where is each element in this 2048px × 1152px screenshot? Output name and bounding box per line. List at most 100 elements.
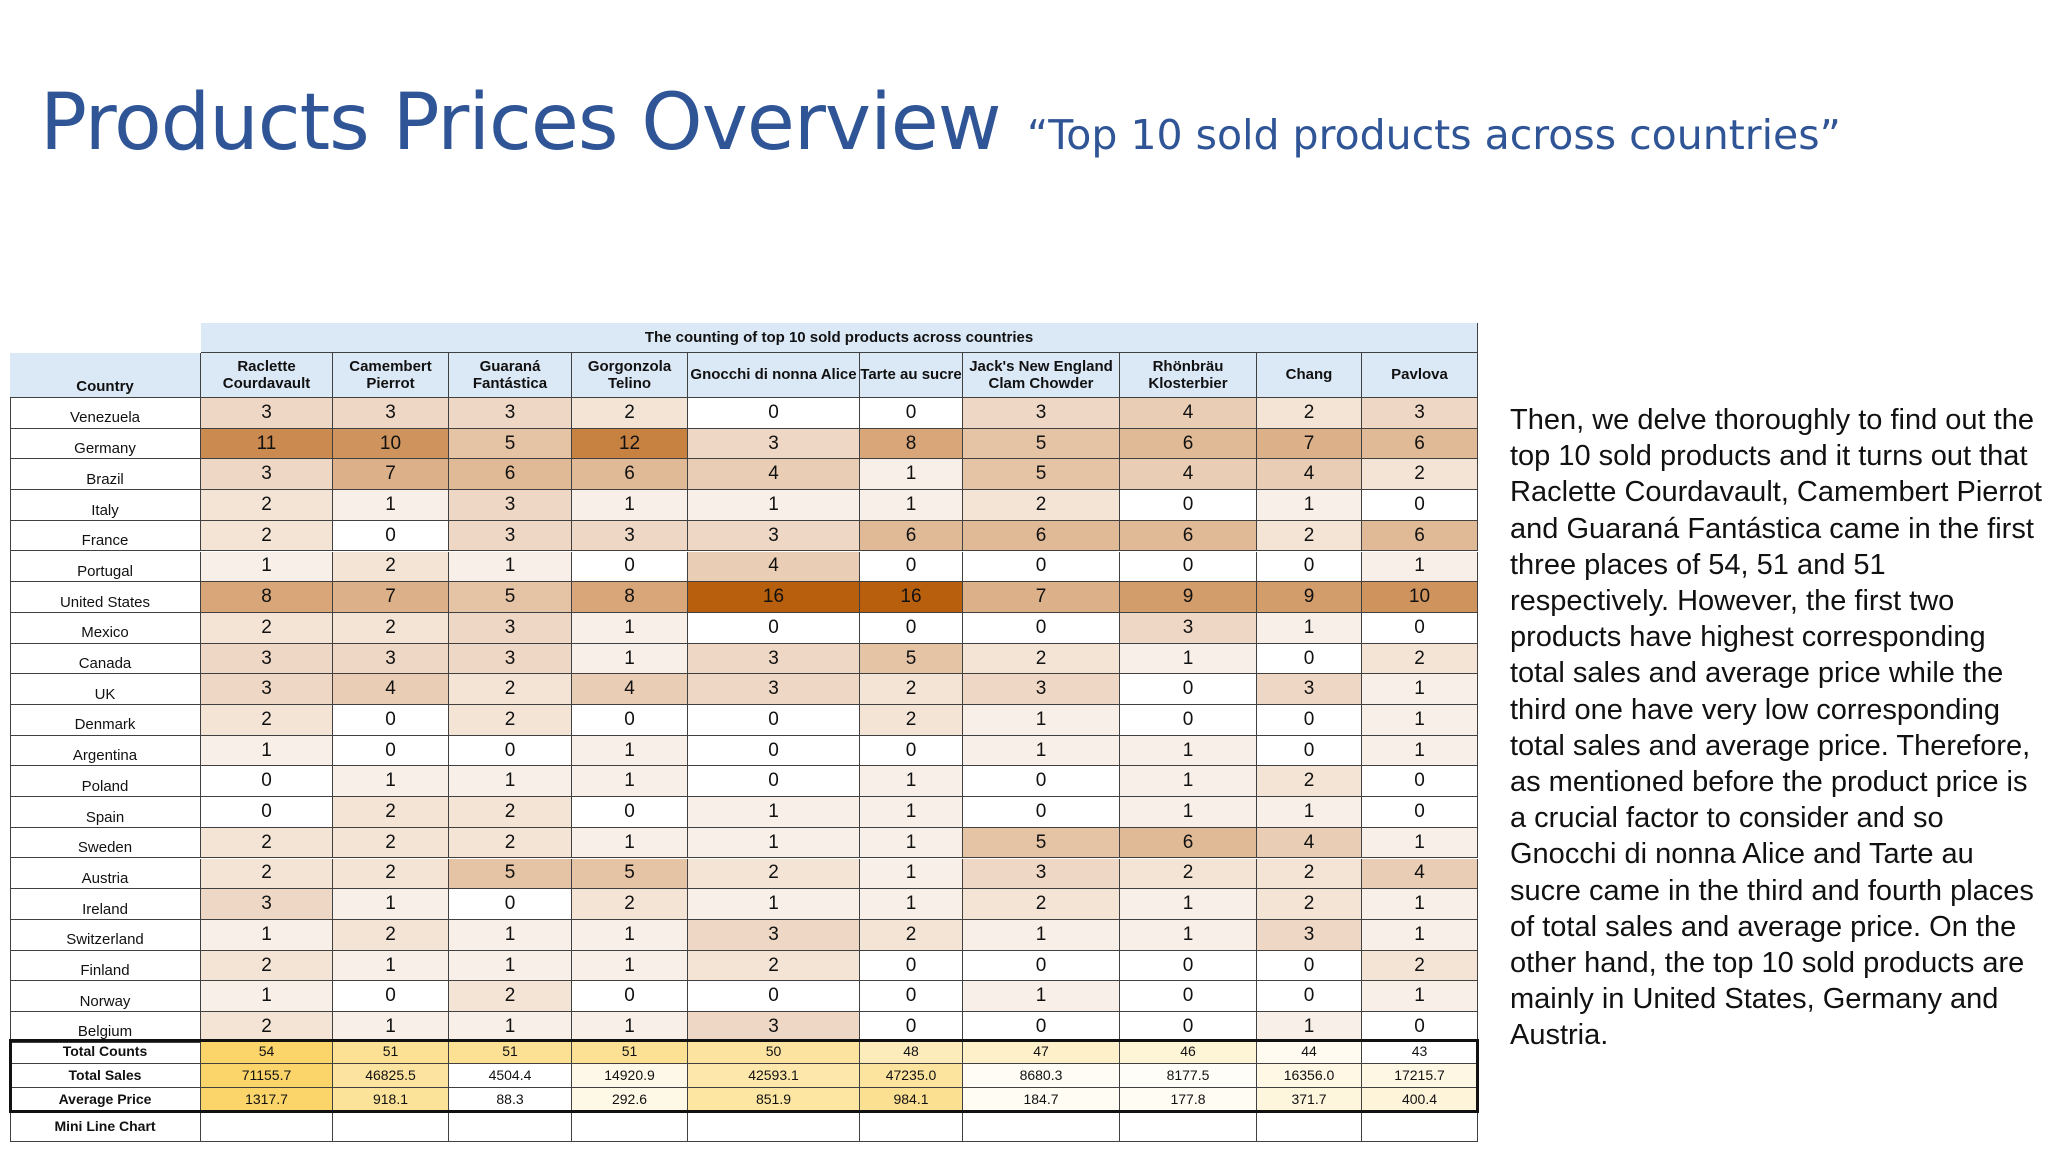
count-cell: 6 — [449, 459, 572, 491]
country-cell: Portugal — [10, 551, 201, 583]
summary-cell: 46 — [1120, 1040, 1257, 1064]
count-cell: 1 — [1120, 735, 1257, 767]
count-cell: 2 — [1362, 950, 1478, 982]
count-cell: 3 — [688, 643, 860, 675]
country-cell: France — [10, 520, 201, 552]
country-header: Country — [10, 353, 201, 398]
country-cell: Finland — [10, 950, 201, 982]
count-cell: 1 — [1362, 889, 1478, 920]
count-cell: 1 — [688, 490, 860, 521]
count-cell: 3 — [333, 398, 449, 429]
count-cell: 2 — [860, 674, 963, 705]
count-cell: 2 — [333, 919, 449, 951]
count-cell: 0 — [1362, 1012, 1478, 1043]
count-cell: 2 — [1257, 766, 1362, 798]
count-cell: 0 — [860, 981, 963, 1012]
summary-cell: 46825.5 — [333, 1064, 449, 1088]
count-cell: 6 — [860, 520, 963, 552]
count-cell: 1 — [1362, 674, 1478, 705]
count-cell: 1 — [333, 950, 449, 982]
count-cell: 2 — [1257, 858, 1362, 890]
count-cell: 0 — [963, 1012, 1120, 1043]
count-cell: 2 — [572, 398, 688, 429]
summary-cell: 51 — [572, 1040, 688, 1064]
count-cell: 0 — [860, 735, 963, 767]
count-cell: 2 — [333, 612, 449, 644]
count-cell: 16 — [860, 582, 963, 613]
mini-line-chart-label: Mini Line Chart — [10, 1112, 201, 1142]
count-cell: 10 — [333, 428, 449, 460]
country-cell: Brazil — [10, 459, 201, 491]
count-cell: 0 — [1362, 797, 1478, 828]
count-cell: 1 — [333, 1012, 449, 1043]
summary-cell: 8177.5 — [1120, 1064, 1257, 1088]
count-cell: 3 — [201, 674, 333, 705]
summary-cell: 47235.0 — [860, 1064, 963, 1088]
count-cell: 0 — [1120, 490, 1257, 521]
count-cell: 2 — [333, 797, 449, 828]
count-cell: 12 — [572, 428, 688, 460]
country-cell: United States — [10, 582, 201, 613]
country-cell: Germany — [10, 428, 201, 460]
count-cell: 3 — [201, 459, 333, 491]
count-cell: 2 — [333, 827, 449, 859]
count-cell: 2 — [201, 490, 333, 521]
count-cell: 2 — [201, 520, 333, 552]
country-cell: Argentina — [10, 735, 201, 767]
count-cell: 2 — [449, 705, 572, 736]
count-cell: 8 — [201, 582, 333, 613]
summary-cell: 8680.3 — [963, 1064, 1120, 1088]
count-cell: 4 — [572, 674, 688, 705]
count-cell: 1 — [688, 827, 860, 859]
count-cell: 4 — [1257, 827, 1362, 859]
count-cell: 0 — [688, 398, 860, 429]
count-cell: 6 — [1120, 827, 1257, 859]
count-cell: 4 — [688, 459, 860, 491]
country-cell: Norway — [10, 981, 201, 1012]
count-cell: 2 — [449, 797, 572, 828]
count-cell: 1 — [1120, 766, 1257, 798]
count-cell: 0 — [1120, 981, 1257, 1012]
count-cell: 4 — [1362, 858, 1478, 890]
count-cell: 1 — [1362, 919, 1478, 951]
count-cell: 2 — [201, 705, 333, 736]
count-cell: 5 — [449, 428, 572, 460]
count-cell: 0 — [1257, 981, 1362, 1012]
count-cell: 0 — [333, 981, 449, 1012]
summary-cell: 400.4 — [1362, 1088, 1478, 1112]
product-header: Rhönbräu Klosterbier — [1120, 353, 1257, 398]
count-cell: 3 — [449, 398, 572, 429]
count-cell: 1 — [572, 827, 688, 859]
country-cell: Austria — [10, 858, 201, 890]
summary-cell: 984.1 — [860, 1088, 963, 1112]
count-cell: 1 — [1362, 981, 1478, 1012]
count-cell: 0 — [963, 950, 1120, 982]
count-cell: 2 — [333, 858, 449, 890]
count-cell: 7 — [963, 582, 1120, 613]
count-cell: 8 — [572, 582, 688, 613]
summary-label: Total Sales — [10, 1064, 201, 1088]
summary-cell: 51 — [333, 1040, 449, 1064]
summary-label: Total Counts — [10, 1040, 201, 1064]
count-cell: 2 — [963, 490, 1120, 521]
count-cell: 5 — [860, 643, 963, 675]
country-cell: Belgium — [10, 1012, 201, 1043]
summary-cell: 50 — [688, 1040, 860, 1064]
count-cell: 0 — [1120, 950, 1257, 982]
mini-line-chart-cell — [1362, 1112, 1478, 1142]
count-cell: 2 — [1257, 520, 1362, 552]
count-cell: 0 — [1257, 950, 1362, 982]
count-cell: 1 — [1120, 643, 1257, 675]
summary-cell: 14920.9 — [572, 1064, 688, 1088]
mini-line-chart-cell — [963, 1112, 1120, 1142]
count-cell: 1 — [1362, 705, 1478, 736]
summary-cell: 17215.7 — [1362, 1064, 1478, 1088]
page-subtitle: “Top 10 sold products across countries” — [1026, 111, 1841, 159]
summary-cell: 44 — [1257, 1040, 1362, 1064]
count-cell: 0 — [1120, 551, 1257, 583]
count-cell: 2 — [449, 827, 572, 859]
count-cell: 0 — [963, 551, 1120, 583]
count-cell: 3 — [688, 428, 860, 460]
count-cell: 1 — [1362, 827, 1478, 859]
